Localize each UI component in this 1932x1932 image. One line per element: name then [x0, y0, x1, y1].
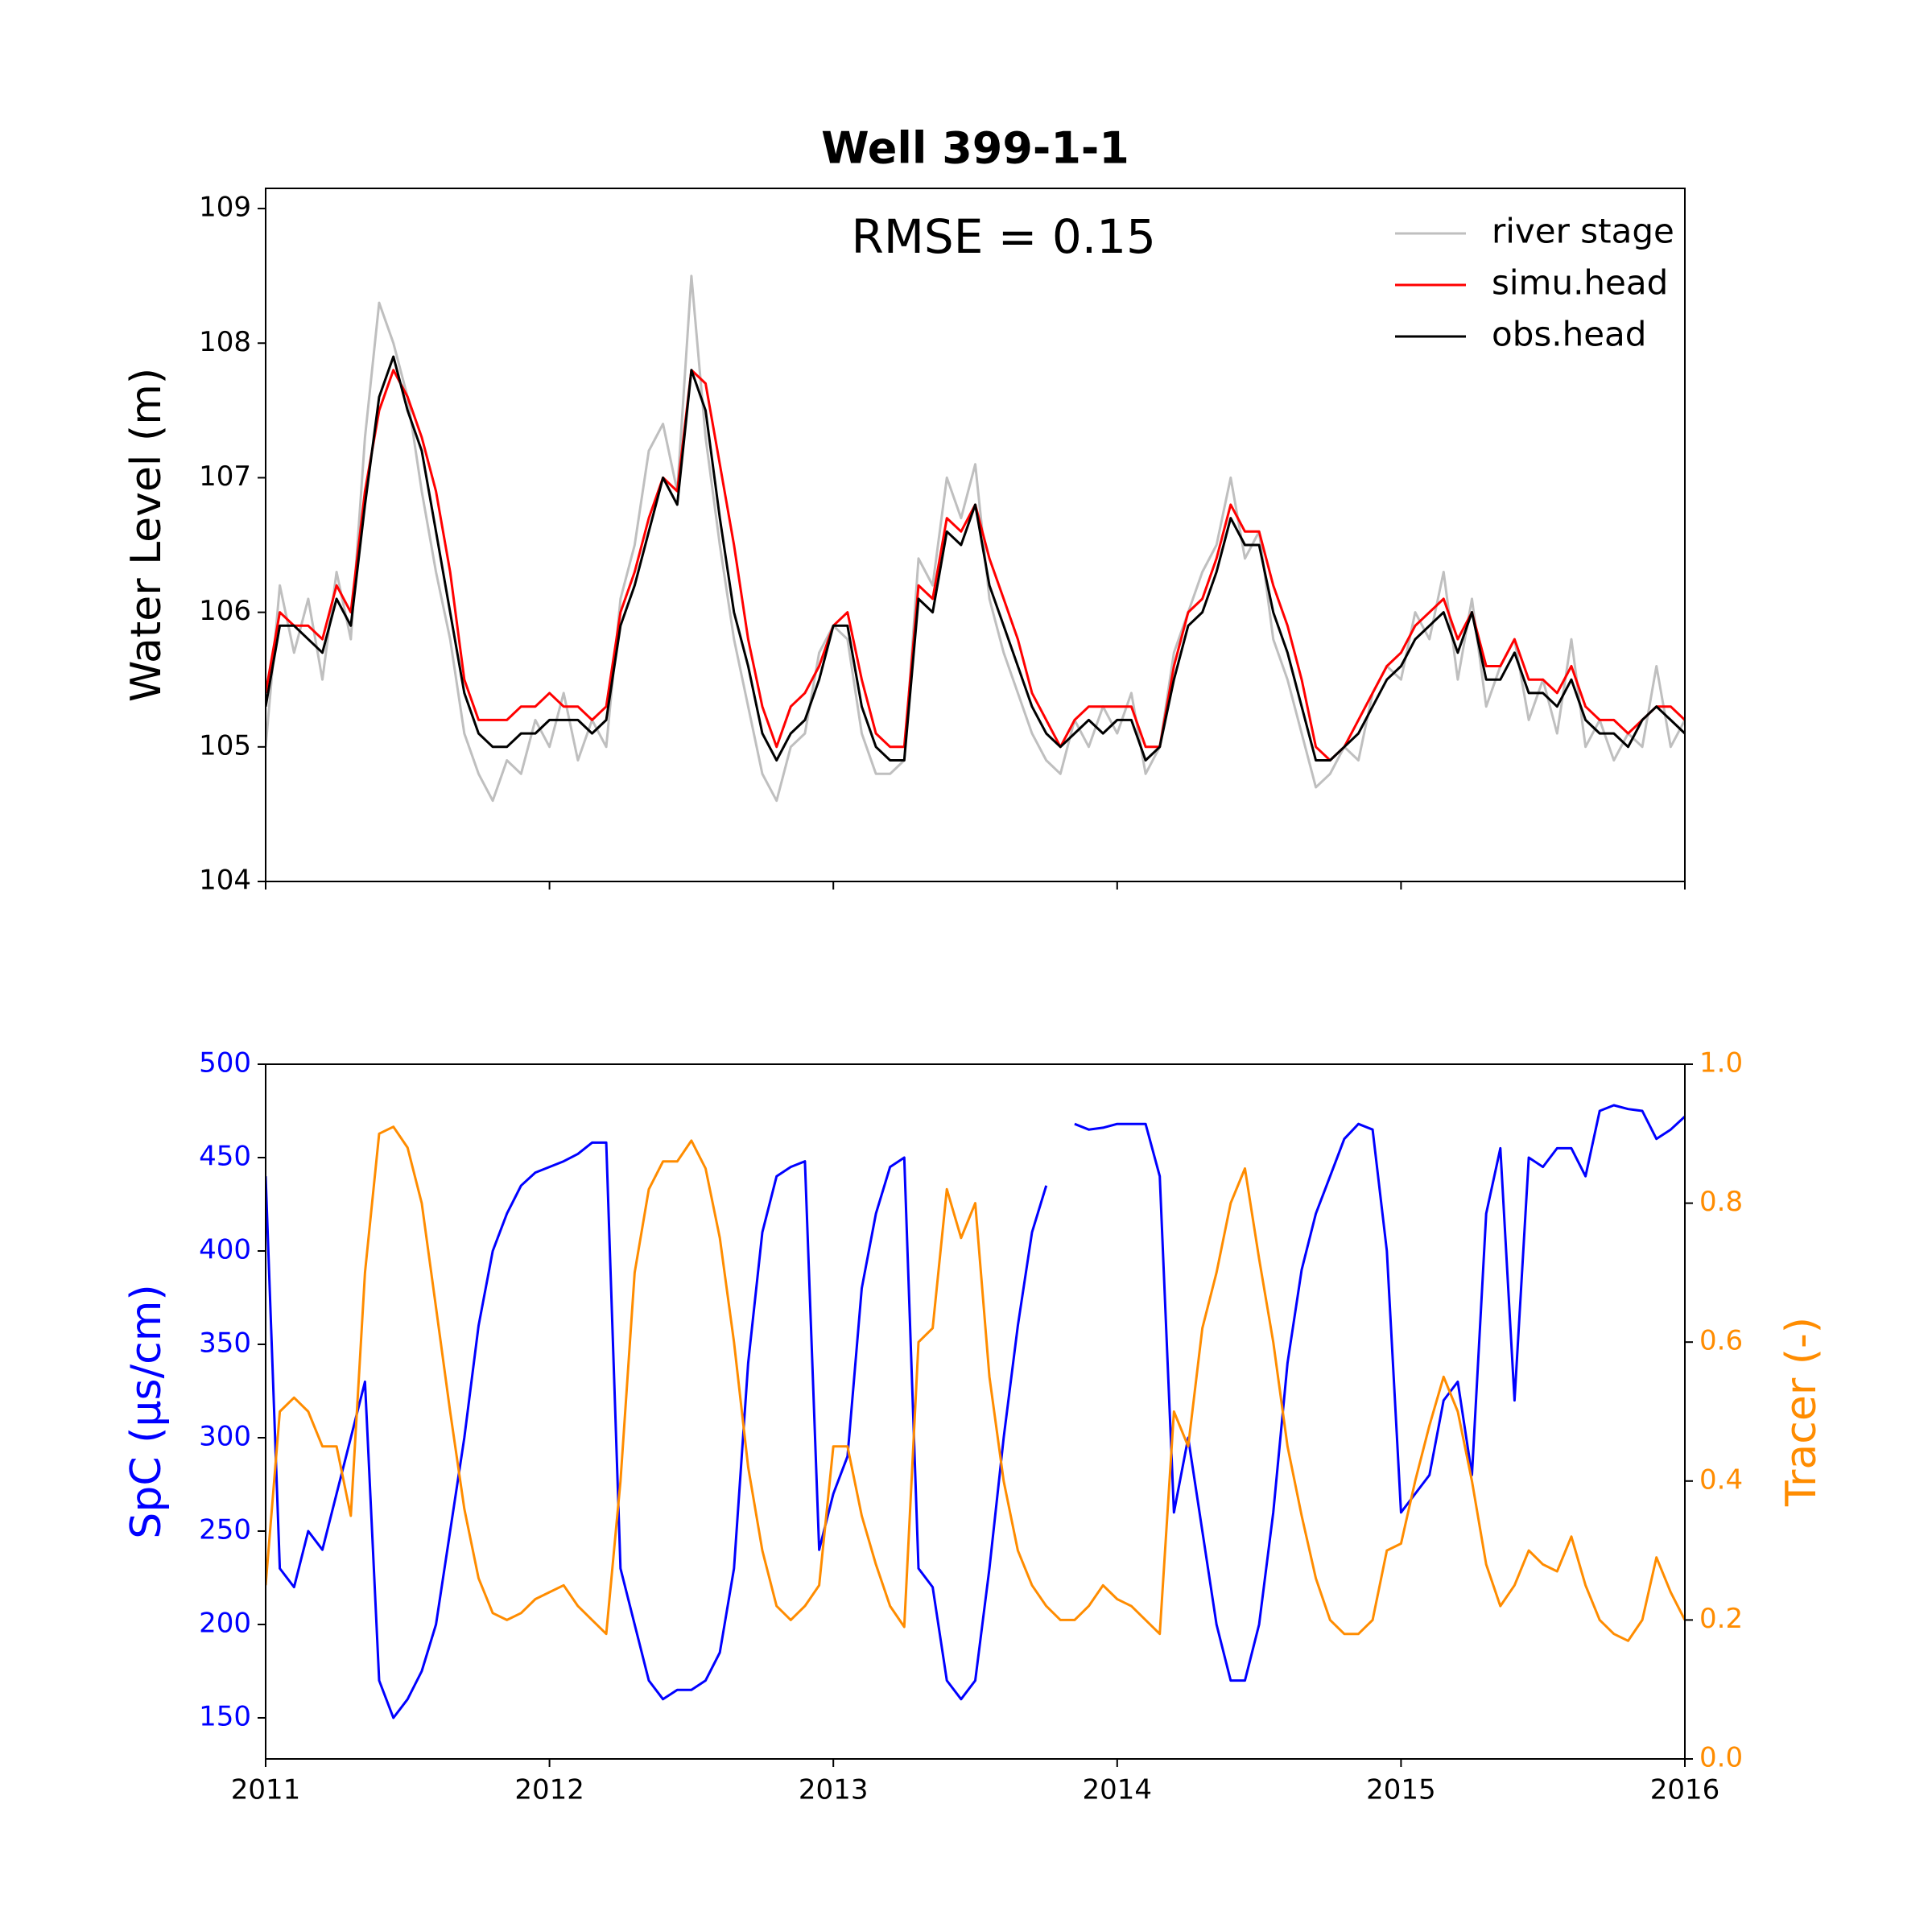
chart-title: Well 399-1-1	[821, 123, 1129, 174]
y-tick-label: 400	[199, 1233, 251, 1265]
legend-label: river stage	[1492, 212, 1674, 251]
y-tick-label: 108	[199, 326, 251, 358]
y-tick-label: 109	[199, 192, 251, 224]
y-tick-label: 250	[199, 1513, 251, 1546]
x-tick-label: 2015	[1366, 1774, 1436, 1806]
y2-tick-label: 0.0	[1699, 1742, 1743, 1774]
y2-tick-label: 1.0	[1699, 1047, 1743, 1080]
x-tick-label: 2013	[799, 1774, 869, 1806]
y-axis-label: Water Level (m)	[122, 368, 171, 702]
annotation: RMSE = 0.15	[852, 209, 1156, 264]
axes-frame	[265, 1063, 1686, 1760]
y-tick-label: 150	[199, 1700, 251, 1732]
x-tick-label: 2014	[1083, 1774, 1153, 1806]
x-tick-label: 2012	[514, 1774, 584, 1806]
y-tick-label: 105	[199, 729, 251, 762]
series-line	[266, 355, 1685, 762]
y2-tick-label: 0.2	[1699, 1603, 1743, 1635]
y-tick-label: 200	[199, 1607, 251, 1639]
y-tick-label: 500	[199, 1047, 251, 1080]
y-axis-label: SpC (μs/cm)	[122, 1284, 171, 1538]
y-tick-label: 300	[199, 1420, 251, 1452]
series-line	[266, 275, 1685, 803]
x-tick-label: 2011	[231, 1774, 301, 1806]
series-line	[266, 1125, 1685, 1642]
y-tick-label: 106	[199, 595, 251, 627]
y2-tick-label: 0.6	[1699, 1325, 1743, 1357]
axes-frame	[265, 188, 1686, 882]
y2-tick-label: 0.4	[1699, 1463, 1743, 1496]
x-tick-label: 2016	[1650, 1774, 1720, 1806]
legend-label: obs.head	[1492, 315, 1646, 354]
y-tick-label: 107	[199, 460, 251, 493]
legend-label: simu.head	[1492, 263, 1668, 303]
y-tick-label: 104	[199, 865, 251, 897]
y-tick-label: 350	[199, 1327, 251, 1359]
series-line	[266, 1104, 1685, 1719]
y-tick-label: 450	[199, 1140, 251, 1172]
y2-tick-label: 0.8	[1699, 1186, 1743, 1218]
y2-axis-label: Tracer (-)	[1777, 1317, 1826, 1507]
